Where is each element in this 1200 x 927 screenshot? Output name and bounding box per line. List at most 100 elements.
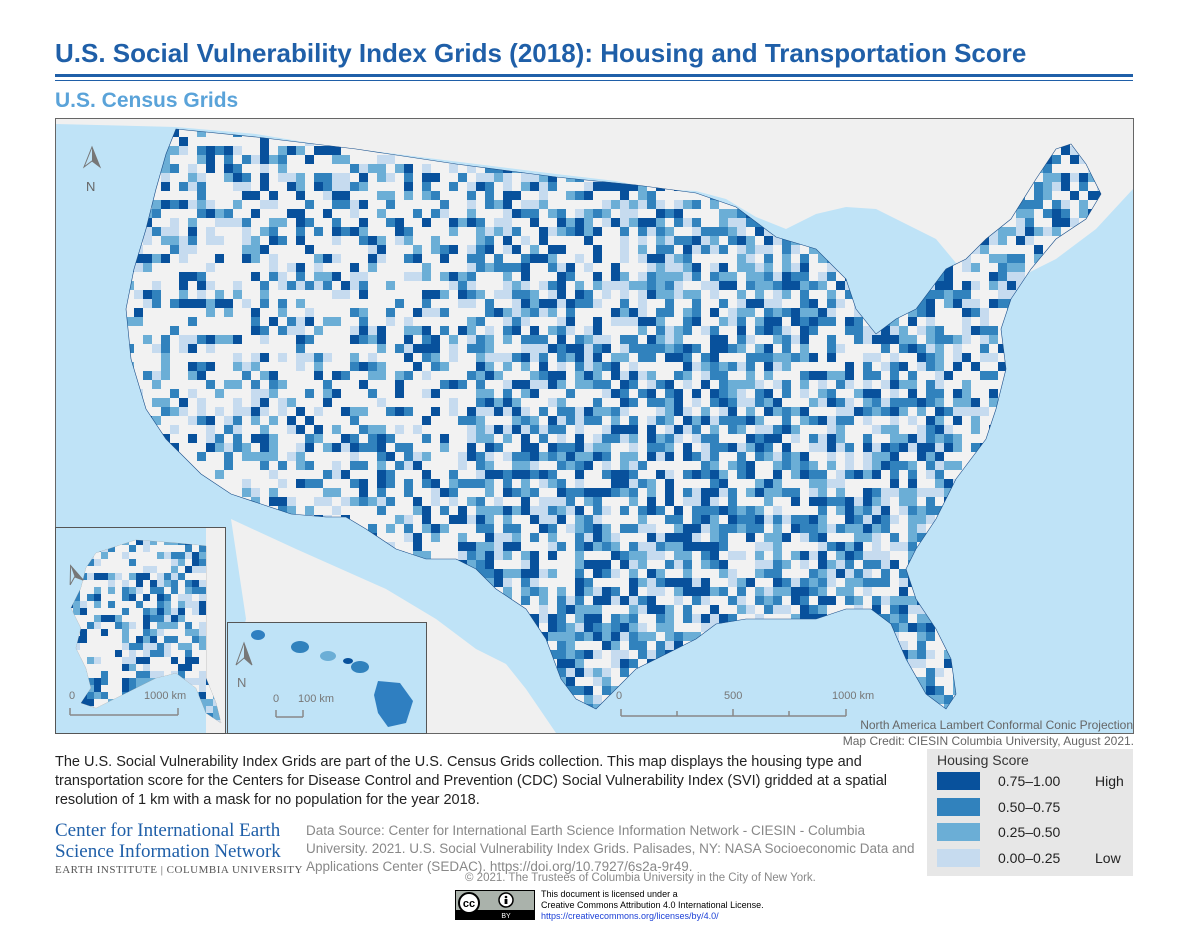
grid-cell: [647, 344, 657, 354]
grid-cell: [458, 515, 468, 525]
grid-cell: [980, 236, 990, 246]
grid-cell: [1070, 299, 1080, 309]
grid-cell: [854, 488, 864, 498]
grid-cell: [872, 434, 882, 444]
grid-cell: [314, 164, 324, 174]
grid-cell: [126, 164, 135, 174]
grid-cell: [593, 389, 603, 399]
grid-cell: [251, 155, 261, 165]
grid-cell: [269, 461, 279, 471]
grid-cell: [341, 308, 351, 318]
grid-cell: [620, 470, 630, 480]
grid-cell: [782, 290, 792, 300]
grid-cell: [143, 209, 153, 219]
grid-cell: [314, 281, 324, 291]
grid-cell: [188, 299, 198, 309]
grid-cell: [449, 443, 459, 453]
grid-cell: [197, 281, 207, 291]
grid-cell: [449, 506, 459, 516]
grid-cell: [980, 380, 990, 390]
grid-cell: [314, 317, 324, 327]
grid-cell: [926, 344, 936, 354]
grid-cell: [386, 497, 396, 507]
grid-cell: [404, 200, 414, 210]
main-map[interactable]: N 0 500 1000 km North America Lambert Co…: [55, 118, 1134, 734]
grid-cell: [161, 308, 171, 318]
grid-cell: [188, 317, 198, 327]
grid-cell: [152, 191, 162, 201]
grid-cell: [800, 335, 810, 345]
grid-cell: [1079, 506, 1089, 516]
grid-cell: [602, 326, 612, 336]
grid-cell: [332, 236, 342, 246]
grid-cell: [440, 299, 450, 309]
grid-cell: [629, 317, 639, 327]
grid-cell: [683, 209, 693, 219]
grid-cell: [1043, 380, 1053, 390]
grid-cell: [467, 182, 477, 192]
grid-cell: [656, 272, 666, 282]
grid-cell: [917, 344, 927, 354]
grid-cell: [431, 272, 441, 282]
grid-cell: [332, 173, 342, 183]
grid-cell: [728, 443, 738, 453]
grid-cell: [980, 497, 990, 507]
grid-cell: [629, 344, 639, 354]
grid-cell: [962, 434, 972, 444]
grid-cell: [1070, 371, 1080, 381]
grid-cell: [539, 425, 549, 435]
grid-cell: [1079, 488, 1089, 498]
grid-cell: [404, 317, 414, 327]
grid-cell: [512, 380, 522, 390]
grid-cell: [701, 335, 711, 345]
grid-cell: [854, 290, 864, 300]
grid-cell: [350, 164, 360, 174]
grid-cell: [161, 407, 171, 417]
grid-cell: [359, 254, 369, 264]
grid-cell: [170, 191, 180, 201]
grid-cell: [512, 479, 522, 489]
grid-cell: [1106, 506, 1116, 516]
grid-cell: [800, 452, 810, 462]
grid-cell: [1088, 506, 1098, 516]
grid-cell: [1079, 335, 1089, 345]
grid-cell: [998, 245, 1008, 255]
grid-cell: [143, 353, 153, 363]
grid-cell: [728, 425, 738, 435]
grid-cell: [683, 299, 693, 309]
grid-cell: [296, 326, 306, 336]
grid-cell: [719, 344, 729, 354]
grid-cell: [521, 308, 531, 318]
grid-cell: [314, 452, 324, 462]
grid-cell: [521, 452, 531, 462]
grid-cell: [845, 488, 855, 498]
grid-cell: [944, 299, 954, 309]
grid-cell: [701, 461, 711, 471]
grid-cell: [1052, 371, 1062, 381]
grid-cell: [341, 443, 351, 453]
grid-cell: [953, 353, 963, 363]
grid-cell: [917, 254, 927, 264]
grid-cell: [584, 344, 594, 354]
grid-cell: [998, 461, 1008, 471]
grid-cell: [548, 398, 558, 408]
grid-cell: [287, 488, 297, 498]
grid-cell: [566, 191, 576, 201]
grid-cell: [1043, 191, 1053, 201]
grid-cell: [467, 452, 477, 462]
grid-cell: [467, 173, 477, 183]
grid-cell: [791, 227, 801, 237]
grid-cell: [557, 254, 567, 264]
grid-cell: [485, 281, 495, 291]
grid-cell: [1079, 407, 1089, 417]
grid-cell: [305, 461, 315, 471]
grid-cell: [674, 335, 684, 345]
grid-cell: [602, 317, 612, 327]
grid-cell: [1007, 398, 1017, 408]
grid-cell: [638, 362, 648, 372]
grid-cell: [980, 407, 990, 417]
grid-cell: [440, 227, 450, 237]
grid-cell: [980, 506, 990, 516]
grid-cell: [1043, 173, 1053, 183]
grid-cell: [404, 416, 414, 426]
